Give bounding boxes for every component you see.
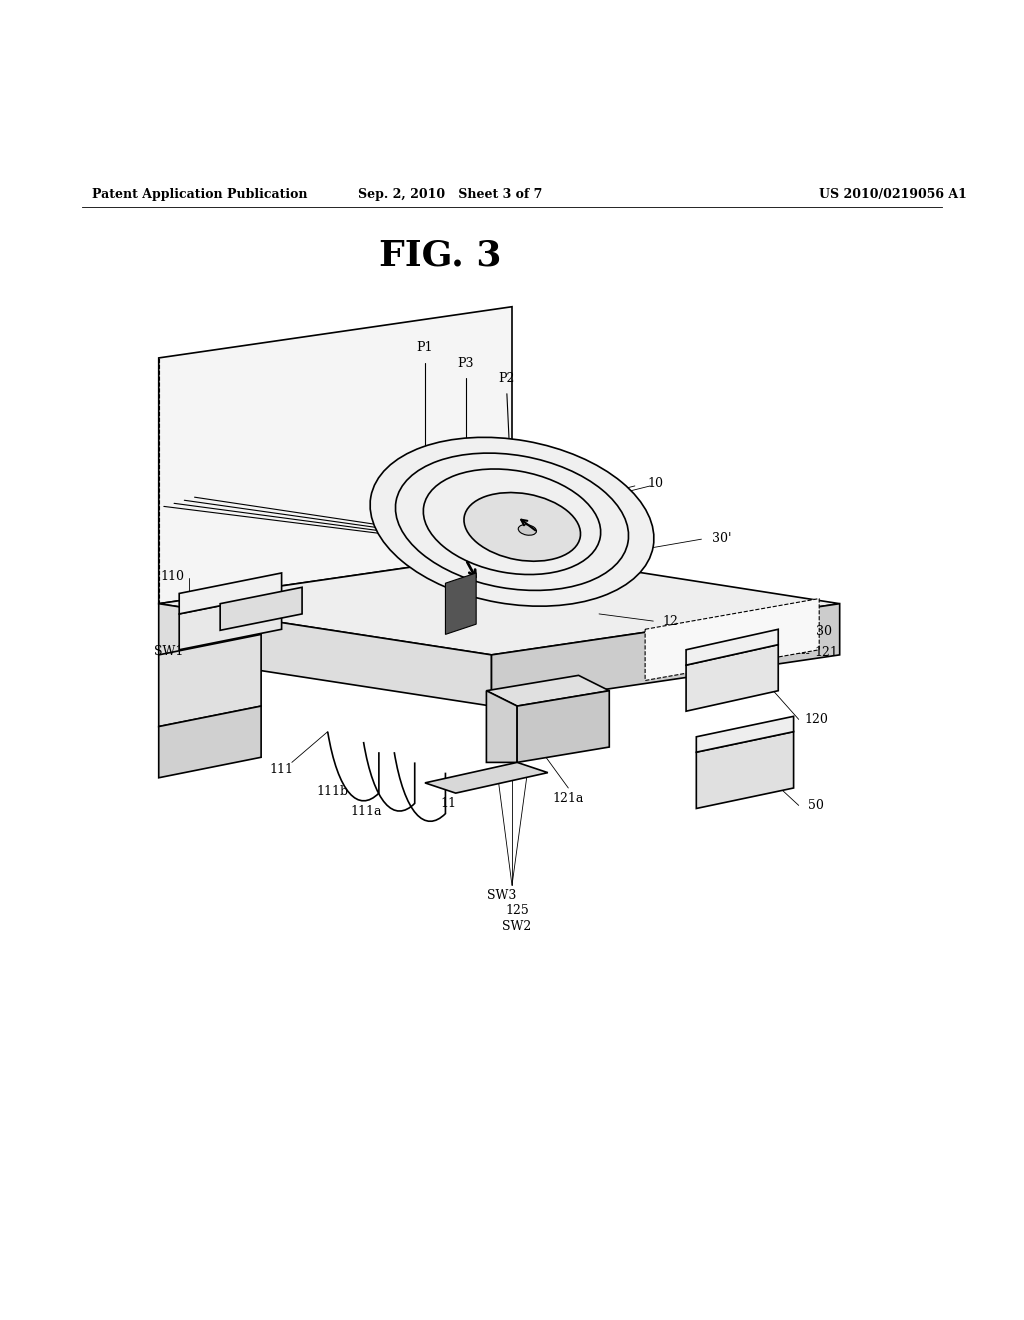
Polygon shape <box>445 573 476 635</box>
Text: 10: 10 <box>647 478 664 490</box>
Text: US 2010/0219056 A1: US 2010/0219056 A1 <box>819 187 967 201</box>
Polygon shape <box>220 587 302 631</box>
Text: P2: P2 <box>499 372 515 385</box>
Polygon shape <box>159 553 840 655</box>
Polygon shape <box>492 603 840 706</box>
Polygon shape <box>696 717 794 752</box>
Polygon shape <box>645 598 819 681</box>
Polygon shape <box>686 644 778 711</box>
Text: FIG. 3: FIG. 3 <box>379 239 502 272</box>
Polygon shape <box>686 630 778 665</box>
Ellipse shape <box>464 492 581 561</box>
Text: 121a: 121a <box>553 792 584 805</box>
Ellipse shape <box>370 437 654 606</box>
Text: 111: 111 <box>269 763 294 776</box>
Polygon shape <box>159 603 492 706</box>
Text: 12: 12 <box>663 615 679 627</box>
Ellipse shape <box>518 524 537 535</box>
Text: SW2: SW2 <box>503 920 531 933</box>
Polygon shape <box>159 635 261 726</box>
Text: SW3: SW3 <box>487 890 516 902</box>
Text: 115: 115 <box>177 599 202 612</box>
Text: 30: 30 <box>816 624 833 638</box>
Text: P1: P1 <box>417 341 433 354</box>
Polygon shape <box>517 690 609 763</box>
Polygon shape <box>179 573 282 614</box>
Text: SW1: SW1 <box>155 645 183 659</box>
Polygon shape <box>425 763 548 793</box>
Text: 30': 30' <box>712 532 732 545</box>
Polygon shape <box>486 676 609 706</box>
Text: 111a: 111a <box>351 805 382 818</box>
Text: 50: 50 <box>808 799 824 812</box>
Polygon shape <box>159 706 261 777</box>
Text: Patent Application Publication: Patent Application Publication <box>92 187 307 201</box>
Text: 110: 110 <box>160 569 184 582</box>
Text: 11: 11 <box>440 797 457 810</box>
Text: 120: 120 <box>804 713 828 726</box>
Text: 111b: 111b <box>316 784 349 797</box>
Polygon shape <box>486 690 517 763</box>
Polygon shape <box>696 731 794 808</box>
Polygon shape <box>179 594 282 649</box>
Polygon shape <box>159 306 512 603</box>
Text: 125: 125 <box>505 904 529 917</box>
Text: Sep. 2, 2010   Sheet 3 of 7: Sep. 2, 2010 Sheet 3 of 7 <box>358 187 543 201</box>
Text: P3: P3 <box>458 356 474 370</box>
Text: 121: 121 <box>814 647 839 659</box>
